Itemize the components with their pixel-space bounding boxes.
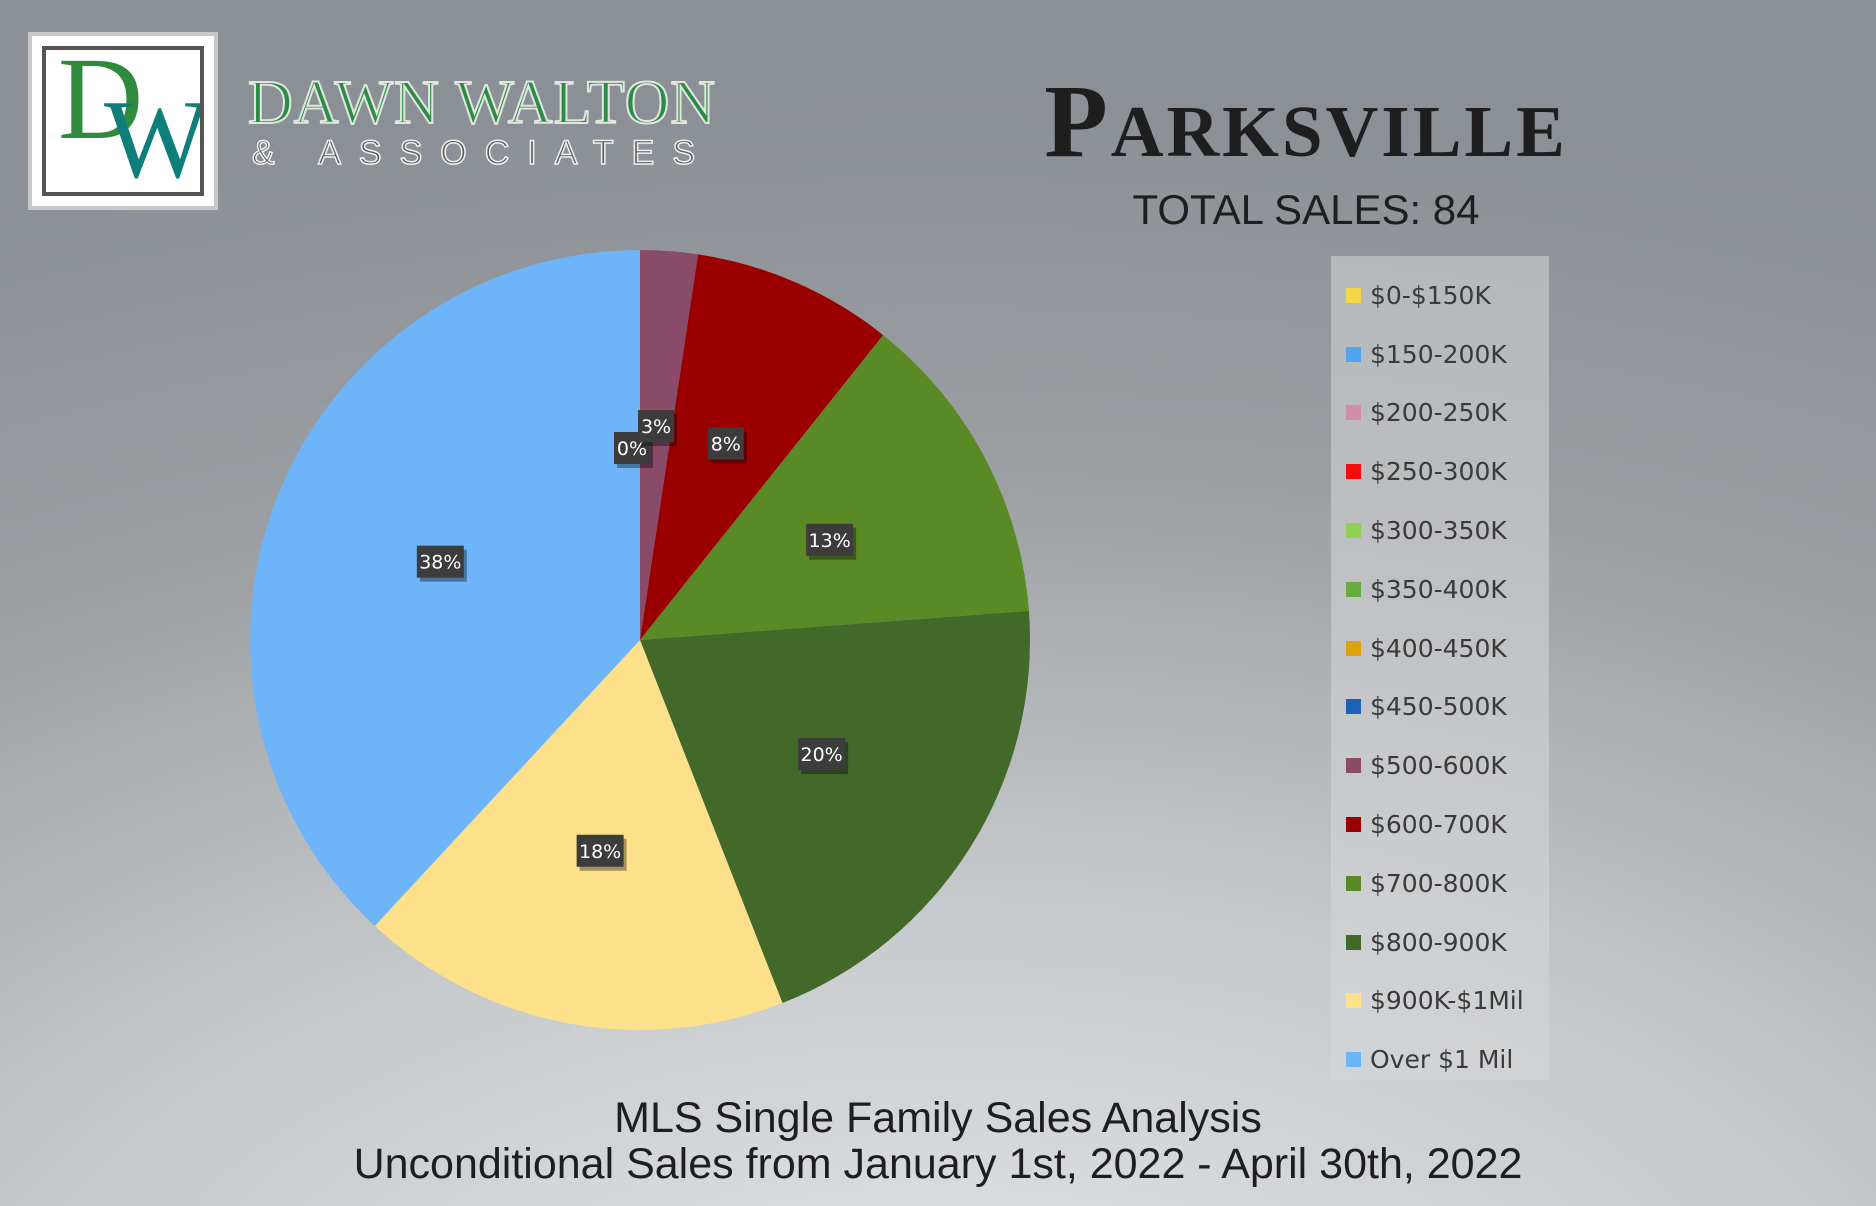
- legend-label: Over $1 Mil: [1370, 1045, 1514, 1075]
- chart-title: Parksville: [1044, 64, 1568, 179]
- brand-subtitle: & ASSOCIATES: [251, 133, 714, 173]
- legend-item: $450-500K: [1331, 678, 1549, 737]
- legend-label: $350-400K: [1370, 574, 1507, 604]
- legend-swatch: [1346, 464, 1361, 480]
- pie-slice: [640, 610, 1030, 1004]
- legend-item: Over $1 Mil: [1331, 1030, 1549, 1089]
- legend-label: $250-300K: [1370, 457, 1507, 487]
- legend-item: $150-200K: [1331, 325, 1549, 384]
- legend-label: $200-250K: [1370, 398, 1507, 428]
- pie-slice: [640, 335, 1029, 640]
- legend-label: $600-700K: [1370, 810, 1507, 840]
- legend-item: $700-800K: [1331, 854, 1549, 913]
- legend-item: $600-700K: [1331, 795, 1549, 854]
- data-label-box: [576, 834, 624, 867]
- data-label: 3%: [641, 416, 671, 438]
- legend-item: $300-350K: [1331, 501, 1549, 560]
- legend-swatch: [1346, 934, 1361, 950]
- legend-swatch: [1346, 993, 1361, 1009]
- total-sales: TOTAL SALES: 84: [1132, 186, 1480, 233]
- legend-swatch: [1346, 523, 1361, 539]
- data-label-box: [707, 427, 744, 460]
- footer-line-2: Unconditional Sales from January 1st, 20…: [353, 1140, 1523, 1188]
- data-label: 8%: [711, 433, 741, 455]
- legend-label: $300-350K: [1370, 516, 1507, 546]
- data-label-box: [416, 545, 464, 578]
- chart-legend: $0-$150K $150-200K $200-250K $250-300K $300-…: [1331, 256, 1549, 1080]
- legend-swatch: [1346, 875, 1361, 891]
- legend-label: $800-900K: [1370, 927, 1507, 957]
- legend-label: $0-$150K: [1370, 280, 1491, 310]
- legend-swatch: [1346, 640, 1361, 656]
- legend-swatch: [1346, 817, 1361, 833]
- legend-label: $150-200K: [1370, 339, 1507, 369]
- legend-item: $0-$150K: [1331, 266, 1549, 325]
- brand-name: DAWN WALTON: [247, 68, 717, 138]
- data-label: 18%: [579, 841, 621, 863]
- logo-letter-d: D: [58, 46, 144, 164]
- legend-item: $900K-$1Mil: [1331, 972, 1549, 1031]
- legend-item: $500-600K: [1331, 736, 1549, 795]
- legend-swatch: [1346, 287, 1361, 303]
- data-label: 13%: [809, 530, 851, 552]
- legend-swatch: [1346, 758, 1361, 774]
- legend-item: $250-300K: [1331, 442, 1549, 501]
- pie-slice: [640, 254, 884, 641]
- legend-swatch: [1346, 405, 1361, 421]
- legend-swatch: [1346, 346, 1361, 362]
- brand-logo: D W: [28, 32, 218, 210]
- legend-label: $900K-$1Mil: [1370, 986, 1524, 1016]
- legend-label: $700-800K: [1370, 868, 1507, 898]
- legend-swatch: [1346, 581, 1361, 597]
- data-label-box: [638, 410, 675, 443]
- data-label-box: [798, 738, 846, 771]
- data-label-box: [806, 523, 854, 556]
- data-label: 0%: [617, 438, 647, 460]
- data-label: 20%: [801, 744, 843, 766]
- legend-item: $400-450K: [1331, 619, 1549, 678]
- data-label: 38%: [419, 552, 461, 574]
- logo-letter-w: W: [104, 78, 204, 196]
- logo-frame: D W: [42, 46, 204, 196]
- legend-item: $800-900K: [1331, 913, 1549, 972]
- pie-slice: [249, 250, 640, 926]
- legend-item: $200-250K: [1331, 384, 1549, 443]
- pie-slice: [640, 250, 699, 640]
- legend-swatch: [1346, 699, 1361, 715]
- legend-label: $450-500K: [1370, 692, 1507, 722]
- legend-swatch: [1346, 1052, 1361, 1068]
- legend-label: $500-600K: [1370, 751, 1507, 781]
- legend-label: $400-450K: [1370, 633, 1507, 663]
- footer-line-1: MLS Single Family Sales Analysis: [614, 1094, 1262, 1142]
- legend-item: $350-400K: [1331, 560, 1549, 619]
